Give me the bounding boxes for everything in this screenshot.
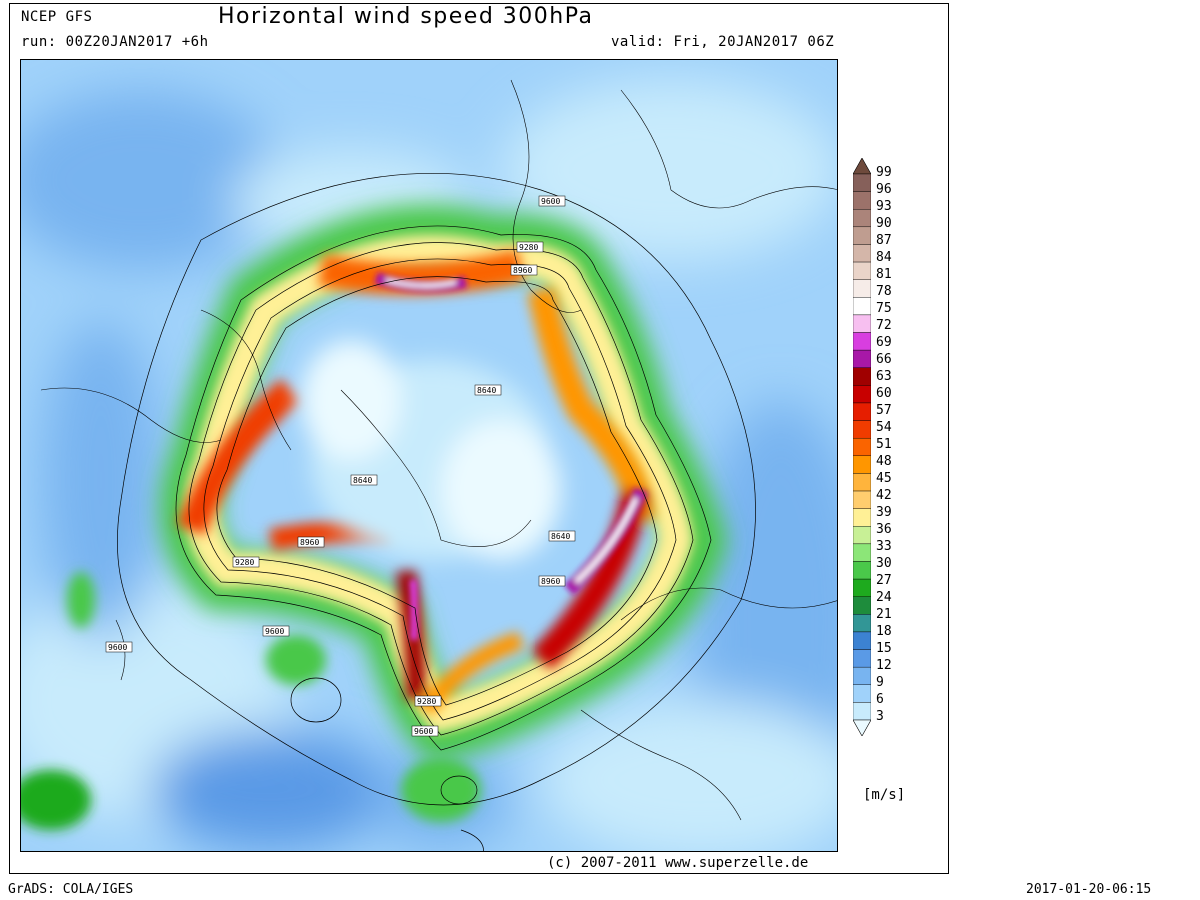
isohypse-label: 9600 <box>265 627 284 636</box>
valid-info: valid: Fri, 20JAN2017 06Z <box>611 34 835 50</box>
model-name: NCEP GFS <box>21 9 93 25</box>
colorbar-level-label: 36 <box>876 522 892 537</box>
colorbar-level-label: 45 <box>876 471 892 486</box>
isohypse-label: 8960 <box>541 577 560 586</box>
colorbar-level-label: 93 <box>876 199 892 214</box>
isohypse-label: 9600 <box>414 727 433 736</box>
colorbar-swatch <box>853 614 871 633</box>
colorbar-swatch <box>853 631 871 650</box>
colorbar <box>853 158 871 736</box>
colorbar-level-label: 24 <box>876 590 892 605</box>
colorbar-swatch <box>853 490 871 509</box>
map-title: Horizontal wind speed 300hPa <box>218 4 594 29</box>
copyright: (c) 2007-2011 www.superzelle.de <box>547 855 809 871</box>
colorbar-level-label: 63 <box>876 369 892 384</box>
colorbar-level-label: 72 <box>876 318 892 333</box>
colorbar-level-label: 78 <box>876 284 892 299</box>
isohypse-label: 8960 <box>300 538 319 547</box>
colorbar-level-label: 51 <box>876 437 892 452</box>
isohypse-label: 9280 <box>235 558 254 567</box>
timestamp: 2017-01-20-06:15 <box>1026 882 1152 897</box>
green-patches <box>21 572 481 830</box>
colorbar-swatch <box>853 314 871 333</box>
colorbar-swatch <box>853 666 871 685</box>
colorbar-swatch <box>853 191 871 210</box>
colorbar-swatch <box>853 455 871 474</box>
colorbar-swatch <box>853 402 871 421</box>
colorbar-swatch <box>853 244 871 263</box>
colorbar-swatch <box>853 209 871 228</box>
colorbar-swatch <box>853 279 871 298</box>
colorbar-swatch <box>853 526 871 545</box>
isohypse-label: 9600 <box>108 643 127 652</box>
colorbar-level-label: 87 <box>876 233 892 248</box>
plot-frame <box>9 3 949 874</box>
colorbar-level-label: 84 <box>876 250 892 265</box>
colorbar-level-label: 48 <box>876 454 892 469</box>
colorbar-level-label: 75 <box>876 301 892 316</box>
colorbar-level-label: 6 <box>876 692 884 707</box>
wind-map-svg: 9600 9280 8960 8640 8640 8640 8960 8960 … <box>21 60 837 851</box>
colorbar-level-label: 12 <box>876 658 892 673</box>
colorbar-level-label: 30 <box>876 556 892 571</box>
colorbar-swatch <box>853 508 871 527</box>
isohypse-label: 9280 <box>519 243 538 252</box>
colorbar-swatch <box>853 473 871 492</box>
colorbar-swatch <box>853 684 871 703</box>
grads-credit: GrADS: COLA/IGES <box>8 882 134 897</box>
colorbar-swatch <box>853 385 871 404</box>
jet-mid-band <box>184 234 694 734</box>
contour-labels: 9600 9280 8960 8640 8640 8640 8960 8960 … <box>105 195 576 737</box>
colorbar-swatch <box>853 420 871 439</box>
colorbar-level-label: 96 <box>876 182 892 197</box>
colorbar-level-label: 60 <box>876 386 892 401</box>
colorbar-swatch <box>853 261 871 280</box>
colorbar-level-label: 21 <box>876 607 892 622</box>
colorbar-level-label: 15 <box>876 641 892 656</box>
colorbar-level-label: 54 <box>876 420 892 435</box>
run-info: run: 00Z20JAN2017 +6h <box>21 34 209 50</box>
colorbar-level-label: 18 <box>876 624 892 639</box>
colorbar-swatch <box>853 226 871 245</box>
colorbar-level-label: 66 <box>876 352 892 367</box>
isohypse-label: 8640 <box>353 476 372 485</box>
colorbar-level-label: 3 <box>876 709 884 724</box>
isohypse-label: 8640 <box>477 386 496 395</box>
colorbar-level-label: 9 <box>876 675 884 690</box>
wind-map: 9600 9280 8960 8640 8640 8640 8960 8960 … <box>20 59 838 852</box>
colorbar-swatch <box>853 578 871 597</box>
colorbar-swatch <box>853 702 871 721</box>
jet-max-cores <box>374 272 648 641</box>
colorbar-swatch <box>853 596 871 615</box>
isohypse-label: 9600 <box>541 197 560 206</box>
colorbar-level-label: 90 <box>876 216 892 231</box>
colorbar-level-label: 69 <box>876 335 892 350</box>
colorbar-level-label: 57 <box>876 403 892 418</box>
colorbar-level-label: 81 <box>876 267 892 282</box>
colorbar-level-label: 42 <box>876 488 892 503</box>
colorbar-top-arrow <box>853 158 871 175</box>
colorbar-bottom-arrow <box>853 719 871 736</box>
colorbar-swatch <box>853 297 871 316</box>
isohypse-label: 9280 <box>417 697 436 706</box>
colorbar-swatch <box>853 649 871 668</box>
colorbar-swatch <box>853 437 871 457</box>
isohypse-label: 8960 <box>513 266 532 275</box>
units-label: [m/s] <box>863 787 906 803</box>
colorbar-level-label: 27 <box>876 573 892 588</box>
broad-field <box>21 80 837 851</box>
colorbar-level-label: 39 <box>876 505 892 520</box>
colorbar-swatch <box>853 349 871 368</box>
colorbar-swatch <box>853 543 871 562</box>
colorbar-swatch <box>853 561 871 580</box>
colorbar-level-label: 99 <box>876 165 892 180</box>
polar-interior <box>301 340 561 560</box>
colorbar-swatch <box>853 367 871 386</box>
colorbar-swatch <box>853 173 871 192</box>
isohypse-label: 8640 <box>551 532 570 541</box>
colorbar-level-label: 33 <box>876 539 892 554</box>
colorbar-swatch <box>853 332 871 351</box>
